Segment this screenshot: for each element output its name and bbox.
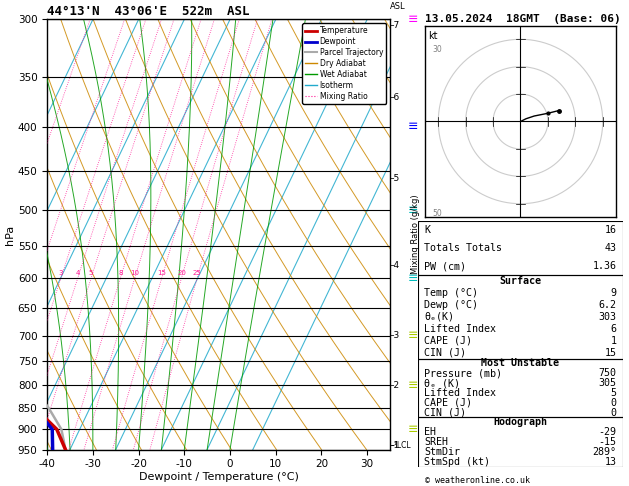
Text: Temp (°C): Temp (°C) [425,288,479,298]
Text: kt: kt [428,31,438,41]
Text: EH: EH [425,427,437,437]
Text: CAPE (J): CAPE (J) [425,398,472,408]
Text: CAPE (J): CAPE (J) [425,336,472,346]
Text: ≡: ≡ [408,379,418,392]
Bar [418,275,623,359]
Text: 303: 303 [599,312,616,322]
Text: ≡: ≡ [408,13,418,26]
Text: 44°13'N  43°06'E  522m  ASL: 44°13'N 43°06'E 522m ASL [47,5,250,18]
Text: Most Unstable: Most Unstable [481,359,560,368]
Text: –¹LCL: –¹LCL [391,441,411,450]
Text: 16: 16 [604,225,616,235]
Text: –6: –6 [390,93,400,102]
Text: K: K [425,225,430,235]
Bar [418,221,623,275]
Text: km
ASL: km ASL [390,0,406,11]
Text: Pressure (mb): Pressure (mb) [425,368,503,378]
Text: 5: 5 [89,270,93,276]
Text: 13: 13 [604,457,616,467]
Text: –4: –4 [390,261,400,270]
Text: SREH: SREH [425,437,448,447]
Text: 43: 43 [604,243,616,253]
Text: ≡: ≡ [408,329,418,342]
Text: 3: 3 [58,270,63,276]
Text: 6.2: 6.2 [599,300,616,310]
Text: CIN (J): CIN (J) [425,408,467,417]
Text: 5: 5 [611,388,616,398]
Text: 0: 0 [611,398,616,408]
Text: © weatheronline.co.uk: © weatheronline.co.uk [425,476,530,485]
Text: 15: 15 [157,270,166,276]
Text: 4: 4 [75,270,80,276]
Text: 305: 305 [599,378,616,388]
Text: 0: 0 [611,408,616,417]
Text: 50: 50 [433,209,443,218]
Text: 9: 9 [611,288,616,298]
Text: 13.05.2024  18GMT  (Base: 06): 13.05.2024 18GMT (Base: 06) [425,14,620,24]
Text: θₑ(K): θₑ(K) [425,312,454,322]
Text: –7: –7 [390,21,400,30]
Text: ≡: ≡ [408,423,418,436]
Text: Surface: Surface [499,276,542,286]
Bar [418,359,623,417]
Text: 289°: 289° [593,447,616,457]
Text: 15: 15 [604,347,616,358]
Y-axis label: hPa: hPa [5,225,15,244]
X-axis label: Dewpoint / Temperature (°C): Dewpoint / Temperature (°C) [138,472,299,482]
Text: 1: 1 [611,336,616,346]
Text: CIN (J): CIN (J) [425,347,467,358]
Text: Dewp (°C): Dewp (°C) [425,300,479,310]
Text: Lifted Index: Lifted Index [425,388,496,398]
Text: –2: –2 [390,381,400,390]
Text: Totals Totals: Totals Totals [425,243,503,253]
Text: Lifted Index: Lifted Index [425,324,496,334]
Text: 750: 750 [599,368,616,378]
Text: ≡: ≡ [408,121,418,133]
Text: StmSpd (kt): StmSpd (kt) [425,457,491,467]
Text: –1: –1 [390,441,400,450]
Text: PW (cm): PW (cm) [425,261,467,271]
Text: Mixing Ratio (g/kg): Mixing Ratio (g/kg) [411,195,420,274]
Text: –3: –3 [390,331,400,340]
Text: 30: 30 [433,45,443,54]
Text: θₑ (K): θₑ (K) [425,378,460,388]
Text: –5: –5 [390,174,400,183]
Text: 1.36: 1.36 [593,261,616,271]
Text: -15: -15 [599,437,616,447]
Text: Hodograph: Hodograph [494,417,547,427]
Text: ≡: ≡ [408,204,418,217]
Text: 10: 10 [130,270,139,276]
Text: 25: 25 [192,270,201,276]
Text: 6: 6 [611,324,616,334]
Text: 8: 8 [118,270,123,276]
Bar [418,417,623,467]
Text: 20: 20 [177,270,186,276]
Text: StmDir: StmDir [425,447,460,457]
Text: -29: -29 [599,427,616,437]
Legend: Temperature, Dewpoint, Parcel Trajectory, Dry Adiabat, Wet Adiabat, Isotherm, Mi: Temperature, Dewpoint, Parcel Trajectory… [302,23,386,104]
Text: ≡: ≡ [408,272,418,285]
